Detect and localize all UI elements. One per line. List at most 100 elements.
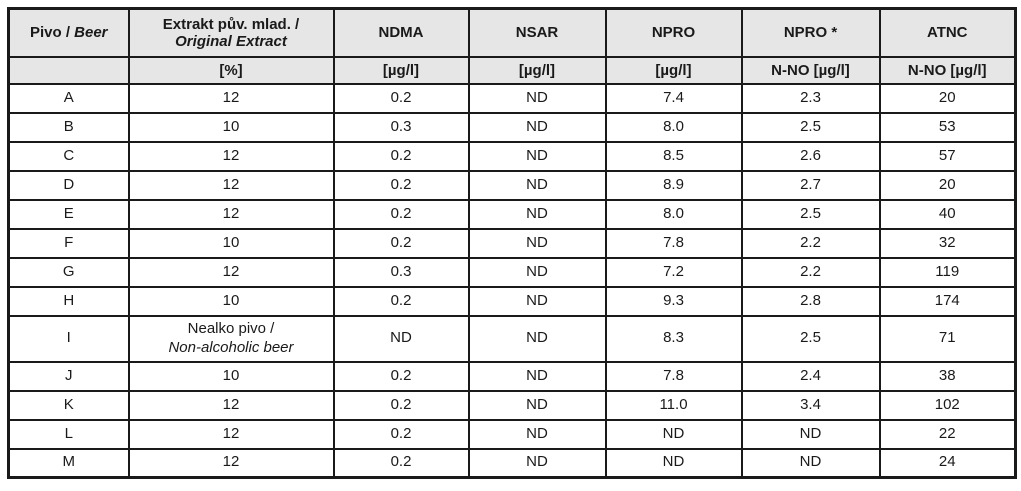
table-cell: ND (467, 111, 607, 143)
table-cell: 102 (878, 389, 1017, 421)
table-cell: 40 (878, 198, 1017, 230)
table-cell: ND (467, 227, 607, 259)
table-cell: 7.2 (604, 256, 743, 288)
table-cell: 0.2 (332, 169, 470, 201)
table-cell: ND (467, 447, 607, 479)
column-unit: N-NO [µg/l] (878, 55, 1017, 85)
table-row: F 10 0.2 ND 7.8 2.2 32 (7, 227, 1017, 259)
table-cell: G (7, 256, 130, 288)
table-cell: B (7, 111, 130, 143)
table-cell: 2.8 (740, 285, 881, 317)
table-row: A 12 0.2 ND 7.4 2.3 20 (7, 82, 1017, 114)
table-cell: J (7, 360, 130, 392)
table-row: J 10 0.2 ND 7.8 2.4 38 (7, 360, 1017, 392)
table-body: A 12 0.2 ND 7.4 2.3 20 B 10 0.3 ND 8.0 2.5 53 C 12 0.2 ND… (7, 82, 1017, 479)
table-cell: 57 (878, 140, 1017, 172)
table-cell: Nealko pivo / Non-alcoholic beer (127, 314, 335, 363)
table-row: M 12 0.2 ND ND ND 24 (7, 447, 1017, 479)
table-cell: 10 (127, 360, 335, 392)
column-header: NSAR (467, 7, 607, 58)
table-cell: 2.2 (740, 227, 881, 259)
column-unit: [µg/l] (467, 55, 607, 85)
table-cell: 12 (127, 140, 335, 172)
column-unit: [µg/l] (332, 55, 470, 85)
table-cell: 38 (878, 360, 1017, 392)
table-cell: ND (467, 256, 607, 288)
table-cell: 12 (127, 198, 335, 230)
table-cell: 0.2 (332, 389, 470, 421)
column-unit (7, 55, 130, 85)
table-cell: 7.8 (604, 360, 743, 392)
table-cell: 0.2 (332, 285, 470, 317)
table-cell: 10 (127, 285, 335, 317)
table-cell: D (7, 169, 130, 201)
table-cell: 2.5 (740, 314, 881, 363)
table-cell: 20 (878, 169, 1017, 201)
table-row: H 10 0.2 ND 9.3 2.8 174 (7, 285, 1017, 317)
table-row: E 12 0.2 ND 8.0 2.5 40 (7, 198, 1017, 230)
table-cell: F (7, 227, 130, 259)
table-cell: ND (332, 314, 470, 363)
table-row: K 12 0.2 ND 11.0 3.4 102 (7, 389, 1017, 421)
header-title-row: Pivo / Beer Extrakt pův. mlad. / Original … (7, 7, 1017, 58)
table-cell: 10 (127, 111, 335, 143)
table-row: B 10 0.3 ND 8.0 2.5 53 (7, 111, 1017, 143)
table-cell: 22 (878, 418, 1017, 450)
table-cell: 12 (127, 389, 335, 421)
table-cell: 2.4 (740, 360, 881, 392)
table-cell: K (7, 389, 130, 421)
table-cell: 2.5 (740, 198, 881, 230)
table-cell: 2.7 (740, 169, 881, 201)
table-cell: L (7, 418, 130, 450)
table-cell: 12 (127, 256, 335, 288)
table-cell: ND (467, 198, 607, 230)
table-cell: 8.9 (604, 169, 743, 201)
table-cell: ND (467, 389, 607, 421)
table-cell: 53 (878, 111, 1017, 143)
table-cell: ND (604, 447, 743, 479)
table-cell: 24 (878, 447, 1017, 479)
table-cell: 71 (878, 314, 1017, 363)
table-row: D 12 0.2 ND 8.9 2.7 20 (7, 169, 1017, 201)
column-header: NPRO * (740, 7, 881, 58)
table-cell: 2.3 (740, 82, 881, 114)
column-unit: [µg/l] (604, 55, 743, 85)
table-cell: 11.0 (604, 389, 743, 421)
table-cell: 12 (127, 169, 335, 201)
table-cell: ND (740, 447, 881, 479)
table-header: Pivo / Beer Extrakt pův. mlad. / Original … (7, 7, 1017, 85)
table-cell: A (7, 82, 130, 114)
table-cell: 7.4 (604, 82, 743, 114)
table-cell: 3.4 (740, 389, 881, 421)
table-cell: 8.5 (604, 140, 743, 172)
column-header: Pivo / Beer (7, 7, 130, 58)
table-cell: 0.3 (332, 111, 470, 143)
table-row: I Nealko pivo / Non-alcoholic beer ND ND 8.3 2… (7, 314, 1017, 363)
beer-nitrosamine-table: Pivo / Beer Extrakt pův. mlad. / Original … (7, 7, 1017, 479)
table-cell: 32 (878, 227, 1017, 259)
table-cell: ND (467, 418, 607, 450)
table-row: C 12 0.2 ND 8.5 2.6 57 (7, 140, 1017, 172)
table-cell: E (7, 198, 130, 230)
table-cell: 12 (127, 418, 335, 450)
column-unit: N-NO [µg/l] (740, 55, 881, 85)
header-unit-row: [%] [µg/l] [µg/l] [µg/l] N-NO [µg/l] N-NO [µg… (7, 55, 1017, 85)
table-cell: M (7, 447, 130, 479)
table-cell: ND (467, 360, 607, 392)
table-cell: ND (604, 418, 743, 450)
column-header: NPRO (604, 7, 743, 58)
table-cell: 8.0 (604, 198, 743, 230)
table-cell: 10 (127, 227, 335, 259)
table-cell: ND (467, 314, 607, 363)
column-unit: [%] (127, 55, 335, 85)
table-cell: 8.3 (604, 314, 743, 363)
table-cell: H (7, 285, 130, 317)
table-cell: 12 (127, 447, 335, 479)
table-cell: 174 (878, 285, 1017, 317)
table-cell: 20 (878, 82, 1017, 114)
column-header: NDMA (332, 7, 470, 58)
table-cell: 0.2 (332, 360, 470, 392)
table-cell: 119 (878, 256, 1017, 288)
column-header: Extrakt pův. mlad. / Original Extract (127, 7, 335, 58)
